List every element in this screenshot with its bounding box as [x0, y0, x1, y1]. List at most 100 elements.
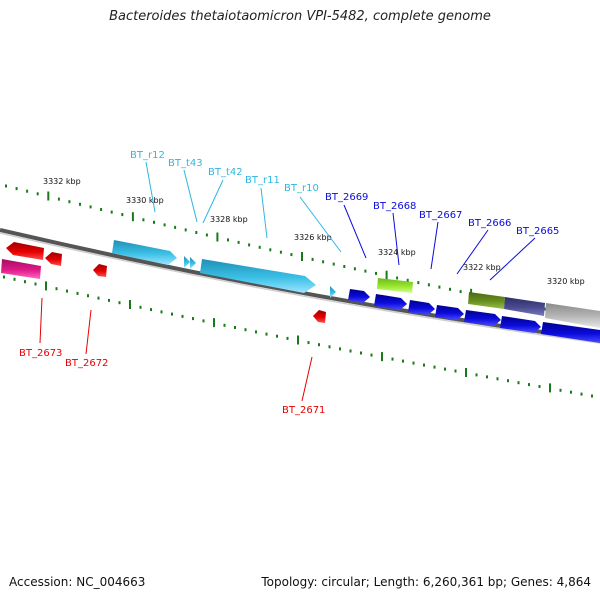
upper-ring-tick — [269, 248, 272, 252]
lower-ring-tick — [108, 298, 110, 302]
lower-ring-tick — [318, 343, 320, 347]
lower-ring-tick — [496, 377, 499, 381]
lower-ring-tick — [45, 281, 47, 291]
gene-bt-2673[interactable] — [6, 242, 44, 260]
lower-ring-tick — [297, 335, 299, 345]
tick-label-3320: 3320 kbp — [547, 277, 585, 286]
gene-bt-2665[interactable] — [500, 316, 541, 333]
lower-ring-tick — [412, 361, 415, 365]
label-bt-2671[interactable]: BT_2671 — [282, 405, 325, 416]
upper-ring-tick — [406, 278, 409, 282]
gene-bt-t43-b[interactable] — [190, 257, 196, 269]
upper-ring-tick — [142, 218, 145, 222]
label-bt-r11[interactable]: BT_r11 — [245, 175, 280, 186]
upper-ring-tick — [47, 191, 50, 201]
gene-bt-t43-a[interactable] — [184, 256, 190, 268]
gene-bt-2667-b[interactable] — [435, 305, 464, 320]
tick-label-3324: 3324 kbp — [378, 248, 416, 257]
gene-bt-r10[interactable] — [330, 286, 336, 298]
upper-ring-tick — [100, 208, 103, 211]
leader-bt-2668 — [392, 212, 400, 266]
lower-gene-labels: BT_2673 BT_2672 BT_2671 — [19, 348, 325, 416]
gene-bt-2665-purple[interactable] — [504, 297, 545, 316]
upper-ring-tick — [15, 187, 18, 191]
lower-ring-tick — [213, 318, 215, 328]
lower-ring-tick — [444, 367, 446, 371]
upper-ring-tick — [68, 200, 71, 204]
upper-ring-tick — [353, 267, 356, 271]
lower-ring-tick — [465, 368, 467, 377]
label-bt-2667[interactable]: BT_2667 — [419, 210, 462, 221]
upper-ring-tick — [153, 220, 155, 224]
lower-ring-tick — [87, 294, 89, 298]
upper-ring-tick — [5, 184, 7, 188]
tick-label-3330: 3330 kbp — [126, 196, 164, 205]
lower-ring-tick — [97, 296, 100, 300]
gene-bt-r11[interactable] — [200, 259, 316, 293]
label-bt-2673[interactable]: BT_2673 — [19, 348, 62, 359]
lower-ring-tick — [160, 310, 163, 314]
label-bt-t43[interactable]: BT_t43 — [168, 158, 203, 169]
upper-ring-tick — [57, 197, 60, 201]
leader-bt-2667 — [430, 221, 439, 270]
upper-ring-tick — [332, 262, 335, 266]
upper-ring-tick — [36, 192, 39, 196]
gene-bt-2671[interactable] — [313, 310, 326, 323]
gene-bt-2668[interactable] — [374, 294, 407, 310]
upper-ring-tick — [279, 250, 282, 254]
leader-bt-r10 — [299, 196, 342, 253]
gene-bt-2667[interactable] — [408, 300, 435, 315]
leader-bt-2665 — [489, 237, 536, 281]
gene-bt-2666-olive[interactable] — [468, 292, 505, 309]
lower-ring-tick — [528, 383, 530, 387]
label-bt-2669[interactable]: BT_2669 — [325, 192, 368, 203]
upper-ring-tick — [174, 225, 177, 229]
gene-bt-r12[interactable] — [112, 240, 177, 265]
gene-bt-2673-b[interactable] — [45, 252, 62, 266]
lower-ring-tick — [202, 319, 205, 323]
label-bt-r12[interactable]: BT_r12 — [130, 150, 165, 161]
upper-ring-tick — [121, 213, 124, 217]
upper-ring-tick — [258, 245, 261, 249]
lower-ring-tick — [570, 390, 572, 394]
leader-bt-2672 — [85, 309, 92, 355]
lower-ring-tick — [223, 323, 226, 327]
label-bt-2668[interactable]: BT_2668 — [373, 201, 416, 212]
lower-ring-tick — [244, 328, 247, 332]
leader-bt-2671 — [301, 356, 313, 402]
label-bt-t42[interactable]: BT_t42 — [208, 167, 243, 178]
upper-ring-tick — [396, 276, 399, 280]
lower-ring-tick — [3, 275, 5, 279]
gene-gray[interactable] — [545, 303, 600, 328]
upper-ring-tick — [544, 307, 547, 311]
lower-ring-tick — [391, 357, 394, 361]
upper-ring-tick — [375, 271, 377, 275]
label-bt-r10[interactable]: BT_r10 — [284, 183, 319, 194]
upper-ring-tick — [290, 253, 293, 257]
label-bt-2666[interactable]: BT_2666 — [468, 218, 511, 229]
lower-ring-tick — [591, 394, 593, 398]
tick-label-3328: 3328 kbp — [210, 215, 248, 224]
lower-ring-tick — [55, 287, 58, 291]
lower-tick-ring — [3, 275, 593, 398]
gene-bt-2672[interactable] — [93, 264, 107, 277]
upper-ring-tick — [89, 205, 92, 209]
lower-ring-tick — [129, 300, 131, 309]
lower-ring-tick — [286, 336, 289, 340]
upper-ring-tick — [438, 285, 441, 289]
gene-bt-2668-helper[interactable] — [377, 278, 413, 293]
upper-ring-tick — [385, 270, 388, 280]
gene-bt-2673-magenta[interactable] — [1, 259, 41, 279]
accession-text: Accession: NC_004663 — [9, 575, 146, 589]
gene-blue-edge[interactable] — [541, 322, 600, 343]
gene-bt-2669[interactable] — [348, 289, 370, 303]
upper-ring-tick — [427, 283, 430, 287]
upper-ring-tick — [131, 212, 134, 222]
lower-ring-tick — [13, 277, 16, 281]
lower-ring-tick — [307, 341, 310, 345]
label-bt-2665[interactable]: BT_2665 — [516, 226, 559, 237]
lower-ring-tick — [276, 334, 278, 338]
label-bt-2672[interactable]: BT_2672 — [65, 358, 108, 369]
gene-bt-2666[interactable] — [464, 310, 501, 326]
label-leaders — [39, 161, 536, 402]
